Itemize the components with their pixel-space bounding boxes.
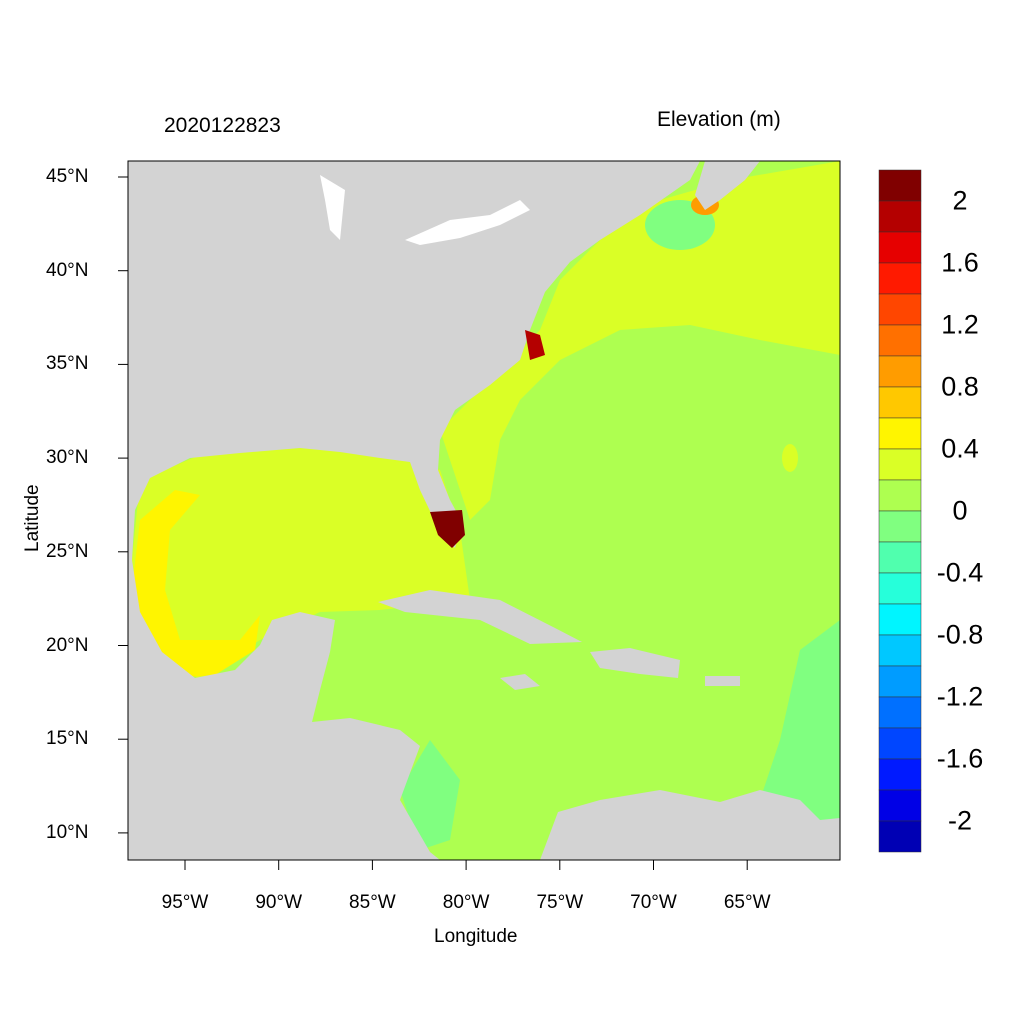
x-tick-label: 70°W <box>630 892 677 913</box>
variable-label: Elevation (m) <box>657 108 781 131</box>
great-lakes-2 <box>405 200 530 245</box>
hispaniola-land <box>590 648 680 678</box>
colorbar-swatch <box>878 510 922 543</box>
colorbar-swatch <box>878 200 922 233</box>
colorbar-swatch <box>878 541 922 574</box>
y-tick-label: 20°N <box>46 634 89 656</box>
x-tick-label: 95°W <box>161 892 209 913</box>
north-america-land <box>128 161 700 860</box>
colorbar-swatch <box>878 634 922 667</box>
colorbar-swatch <box>878 696 922 729</box>
east-coast-shelf <box>440 161 840 520</box>
south-america-land <box>540 790 840 860</box>
colorbar-label: -0.4 <box>936 557 984 588</box>
x-tick-label: 85°W <box>349 892 396 913</box>
colorbar-swatch <box>878 386 922 419</box>
outer-banks-high-water <box>525 330 545 360</box>
ocean-patch <box>782 444 798 472</box>
jamaica-land <box>500 674 540 690</box>
colorbar-swatch <box>878 727 922 760</box>
gulf-shelf <box>132 448 470 680</box>
cuba-land <box>378 590 582 644</box>
colorbar-swatch <box>878 479 922 512</box>
colorbar-label: 0.4 <box>941 433 979 464</box>
colorbar-label: 0.8 <box>941 371 979 402</box>
colorbar-swatch <box>878 355 922 388</box>
y-tick-label: 15°N <box>46 728 89 750</box>
colorbar-label: 1.6 <box>941 247 979 278</box>
y-tick-label: 10°N <box>46 821 89 843</box>
colorbar-swatch <box>878 293 922 326</box>
axis-ticks <box>118 176 748 870</box>
plot-frame <box>127 160 841 861</box>
colorbar-swatch <box>878 324 922 357</box>
colorbar-swatch <box>878 417 922 450</box>
florida-high-water <box>430 510 465 548</box>
colorbar-label: -1.6 <box>936 743 984 774</box>
nova-scotia-land <box>695 161 760 210</box>
mexico-coast-high <box>133 490 260 678</box>
colorbar-label: -2 <box>947 805 973 836</box>
colorbar-swatch <box>878 789 922 822</box>
colorbar-swatch <box>878 603 922 636</box>
colorbar-label: -0.8 <box>936 619 984 650</box>
colorbar-label: 0 <box>952 495 968 526</box>
y-tick-label: 25°N <box>46 540 89 562</box>
y-axis-label: Latitude <box>22 484 43 552</box>
colorbar-swatch <box>878 572 922 605</box>
x-tick-label: 80°W <box>442 892 490 913</box>
colorbar-swatch <box>878 231 922 264</box>
colorbar <box>878 169 922 853</box>
y-tick-label: 35°N <box>46 353 89 375</box>
colorbar-swatch <box>878 448 922 481</box>
great-lakes <box>320 175 345 240</box>
y-tick-label: 45°N <box>46 166 89 187</box>
colorbar-label: -1.2 <box>936 681 984 712</box>
colorbar-swatch <box>878 758 922 791</box>
honduras-shelf <box>400 740 460 850</box>
x-tick-label: 65°W <box>723 892 771 913</box>
colorbar-label: 2 <box>952 185 968 216</box>
y-tick-label: 40°N <box>46 259 89 281</box>
colorbar-label: 1.2 <box>941 309 979 340</box>
x-tick-label: 90°W <box>255 892 303 913</box>
x-tick-label: 75°W <box>536 892 584 913</box>
colorbar-swatch <box>878 665 922 698</box>
colorbar-swatch <box>878 169 922 202</box>
x-axis-label: Longitude <box>434 926 518 947</box>
colorbar-swatch <box>878 820 922 853</box>
date-label: 2020122823 <box>164 114 281 137</box>
y-tick-label: 30°N <box>46 447 89 469</box>
puerto-rico-land <box>705 676 740 686</box>
colorbar-swatch <box>878 262 922 295</box>
